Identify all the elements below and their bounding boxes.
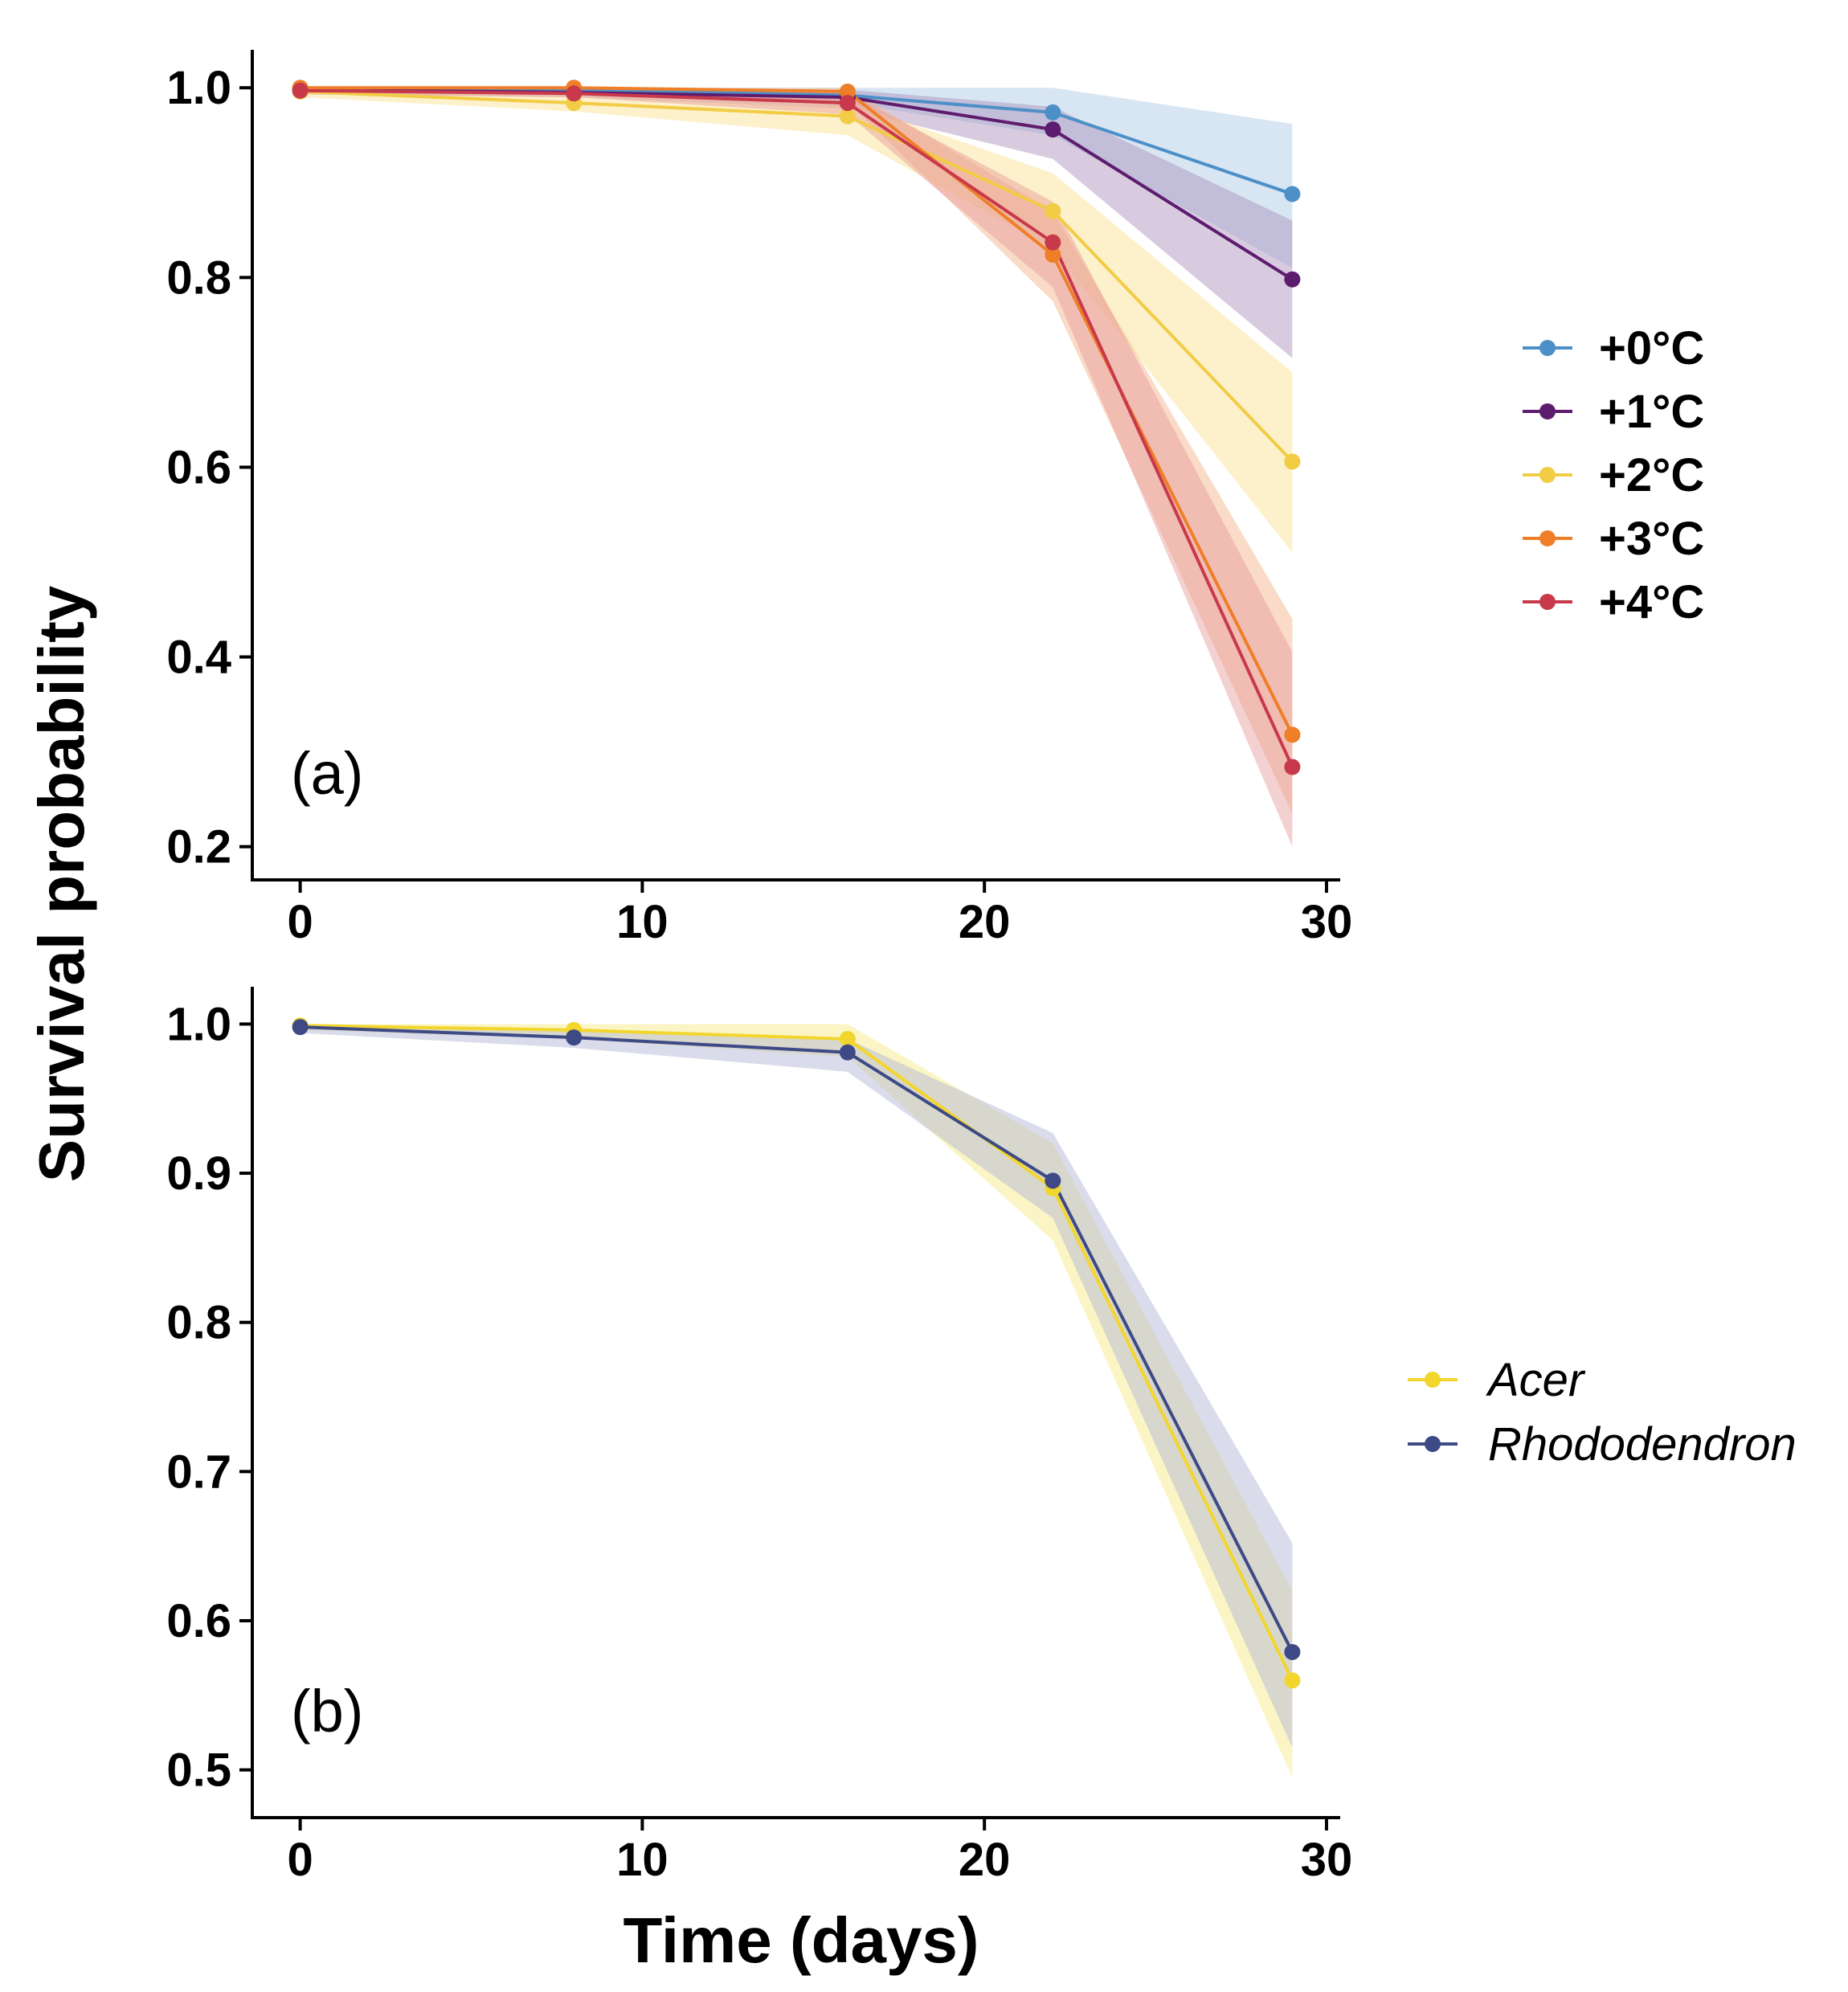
- y-tick-label: 0.9: [166, 1147, 231, 1200]
- y-tick-label: 0.6: [166, 1595, 231, 1647]
- confidence-band-plus-2c: [300, 88, 1293, 553]
- confidence-band-acer: [300, 1024, 1293, 1777]
- legend-item-acer: Acer: [1408, 1354, 1586, 1406]
- data-point-plus-3c: [1045, 247, 1061, 264]
- legend-label: +3°C: [1599, 513, 1704, 565]
- data-point-plus-4c: [566, 85, 583, 102]
- legend-item-plus-1c: +1°C: [1523, 386, 1704, 438]
- data-point-plus-0c: [1045, 104, 1061, 121]
- data-point-plus-4c: [1284, 759, 1301, 775]
- confidence-band-plus-1c: [300, 88, 1293, 358]
- legend-marker: [1539, 340, 1556, 356]
- data-point-acer: [839, 1030, 856, 1047]
- data-point-rhododendron: [1284, 1643, 1301, 1660]
- y-tick-label: 0.8: [166, 252, 231, 304]
- data-point-plus-1c: [1045, 121, 1061, 138]
- x-tick-label: 0: [287, 1834, 313, 1886]
- legend-label: +1°C: [1599, 386, 1704, 438]
- legend-marker: [1539, 467, 1556, 483]
- x-tick-label: 20: [959, 896, 1011, 948]
- panel-label: (b): [291, 1678, 363, 1745]
- data-point-rhododendron: [1045, 1172, 1061, 1189]
- x-axis-title: Time (days): [623, 1904, 979, 1976]
- legend-label: Rhododendron: [1488, 1418, 1797, 1470]
- panel-a-chart: 0.2 0.4 0.6 0.8 1.0 0 10 20 30 (a) +0°C +1°C +2°C +3°…: [166, 50, 1704, 948]
- legend-marker: [1539, 530, 1556, 546]
- data-point-rhododendron: [839, 1044, 856, 1061]
- x-tick-label: 20: [959, 1834, 1011, 1886]
- y-tick-label: 1.0: [166, 62, 231, 114]
- data-point-rhododendron: [292, 1019, 309, 1036]
- data-point-plus-4c: [839, 95, 856, 112]
- legend-item-plus-4c: +4°C: [1523, 576, 1704, 628]
- data-point-rhododendron: [566, 1029, 583, 1046]
- legend-label: +2°C: [1599, 449, 1704, 501]
- y-tick-label: 0.4: [166, 632, 231, 684]
- data-point-plus-2c: [839, 108, 856, 125]
- x-tick-label: 0: [287, 896, 313, 948]
- confidence-band-plus-0c: [300, 88, 1293, 268]
- confidence-band-plus-4c: [300, 88, 1293, 847]
- y-axis-title: Survival probability: [26, 585, 97, 1182]
- legend-marker: [1539, 403, 1556, 419]
- legend-item-plus-3c: +3°C: [1523, 513, 1704, 565]
- legend-item-rhododendron: Rhododendron: [1408, 1418, 1797, 1470]
- confidence-band-rhododendron: [300, 1024, 1293, 1748]
- x-tick-label: 10: [616, 896, 668, 948]
- legend-label: +4°C: [1599, 576, 1704, 628]
- legend-marker: [1425, 1436, 1441, 1452]
- data-point-plus-0c: [1284, 186, 1301, 202]
- data-point-plus-1c: [1284, 271, 1301, 288]
- legend-marker: [1425, 1372, 1441, 1388]
- data-point-acer: [1284, 1672, 1301, 1689]
- y-tick-label: 0.6: [166, 441, 231, 493]
- y-tick-label: 0.2: [166, 821, 231, 873]
- data-point-plus-2c: [1284, 453, 1301, 470]
- x-tick-label: 10: [616, 1834, 668, 1886]
- panel-label: (a): [291, 740, 363, 807]
- data-point-plus-4c: [292, 82, 309, 99]
- legend-item-plus-0c: +0°C: [1523, 322, 1704, 374]
- legend: +0°C +1°C +2°C +3°C +4°C: [1523, 322, 1704, 628]
- x-tick-label: 30: [1301, 896, 1353, 948]
- legend-label: Acer: [1486, 1354, 1586, 1406]
- data-point-plus-3c: [839, 83, 856, 100]
- legend-item-plus-2c: +2°C: [1523, 449, 1704, 501]
- y-tick-label: 1.0: [166, 998, 231, 1050]
- confidence-band-plus-3c: [300, 88, 1293, 814]
- panel-b-chart: 0.5 0.6 0.7 0.8 0.9 1.0 0 10 20 30 (b) Acer Rhododen…: [166, 987, 1797, 1886]
- x-tick-label: 30: [1301, 1834, 1353, 1886]
- legend-label: +0°C: [1599, 322, 1704, 374]
- y-tick-label: 0.5: [166, 1745, 231, 1797]
- legend-marker: [1539, 594, 1556, 610]
- data-point-plus-3c: [1284, 726, 1301, 743]
- data-point-plus-2c: [1045, 202, 1061, 219]
- y-tick-label: 0.8: [166, 1297, 231, 1349]
- legend: Acer Rhododendron: [1408, 1354, 1797, 1470]
- data-point-plus-4c: [1045, 234, 1061, 251]
- y-tick-label: 0.7: [166, 1446, 231, 1498]
